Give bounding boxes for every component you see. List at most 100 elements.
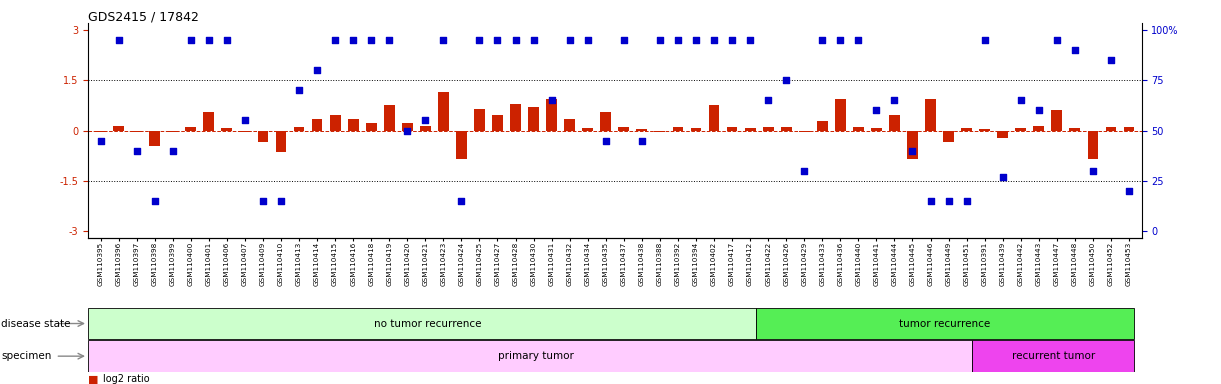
Point [596,137,615,144]
Point [740,37,759,43]
Bar [455,131,466,159]
Bar [402,123,413,131]
Text: disease state: disease state [1,318,71,329]
Point [433,37,453,43]
Point [777,77,796,83]
Point [1029,108,1049,114]
Text: primary tumor: primary tumor [498,351,574,361]
Bar [1105,127,1116,131]
Point [343,37,363,43]
Bar [673,127,684,131]
Point [795,168,814,174]
Point [487,37,507,43]
Point [253,198,272,204]
Point [1048,37,1067,43]
Point [668,37,687,43]
Bar [1016,128,1026,131]
Bar [276,131,287,152]
Bar [564,119,575,131]
Bar [726,127,737,131]
Point [1101,57,1121,63]
Point [236,118,255,124]
Point [939,198,958,204]
Bar [420,126,431,131]
Point [812,37,832,43]
Point [650,37,669,43]
Bar [1088,131,1099,159]
Point [705,37,724,43]
Text: log2 ratio: log2 ratio [103,374,149,384]
Point [830,37,850,43]
Text: no tumor recurrence: no tumor recurrence [375,318,482,329]
Point [957,198,977,204]
Bar [239,131,250,132]
Point [614,37,634,43]
Point [452,198,471,204]
Bar [601,112,612,131]
Bar [204,112,214,131]
Bar [763,127,774,131]
Bar [926,99,937,131]
Bar [636,129,647,131]
Point [560,37,580,43]
Point [1065,47,1084,53]
Text: specimen: specimen [1,351,51,361]
Point [325,37,344,43]
Point [199,37,219,43]
Point [1011,97,1031,103]
Point [217,37,237,43]
Bar [961,128,972,131]
Bar [998,131,1009,138]
Bar [618,127,629,131]
Bar [149,131,160,146]
Point [993,174,1012,180]
Bar [907,131,918,159]
Bar [221,128,232,131]
Bar [817,121,828,131]
FancyBboxPatch shape [756,308,1134,339]
Bar [383,105,394,131]
Point [867,108,886,114]
Point [181,37,200,43]
Point [902,148,922,154]
Bar [691,128,701,131]
Point [758,97,778,103]
Bar [114,126,125,131]
Bar [1051,111,1062,131]
Point [524,37,543,43]
Point [470,37,490,43]
Point [723,37,742,43]
Point [974,37,994,43]
Bar [366,123,376,131]
Text: tumor recurrence: tumor recurrence [900,318,990,329]
Point [109,37,128,43]
Bar [979,129,990,131]
Bar [546,99,557,131]
Bar [167,131,178,132]
Bar [258,131,269,142]
Bar [745,128,756,131]
Bar [780,127,791,131]
Bar [529,107,538,131]
Bar [293,127,304,131]
Point [542,97,562,103]
Point [90,137,110,144]
Point [921,198,940,204]
Point [1083,168,1103,174]
Point [398,127,418,134]
Bar [330,116,341,131]
Text: ■: ■ [88,374,99,384]
Point [632,137,652,144]
Point [380,37,399,43]
FancyBboxPatch shape [88,308,756,339]
Bar [943,131,954,142]
Point [1120,188,1139,194]
FancyBboxPatch shape [88,341,972,372]
Point [686,37,706,43]
Bar [654,131,665,132]
Point [415,118,435,124]
Point [885,97,905,103]
Bar [1123,127,1134,131]
Bar [853,127,863,131]
Bar [1070,128,1081,131]
